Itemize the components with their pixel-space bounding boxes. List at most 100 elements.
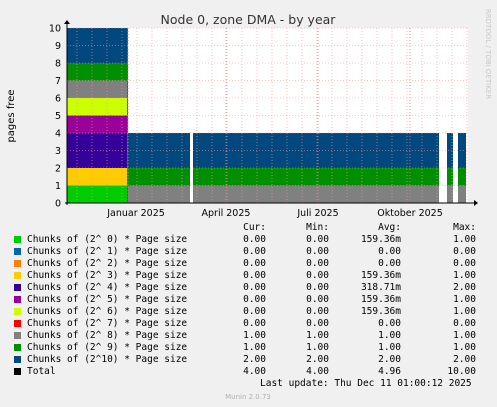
legend-avg-value: 1.00: [378, 342, 401, 353]
area-chunks-of-2-9-page-size: [193, 168, 439, 186]
area-chunks-of-2-9-page-size: [458, 168, 466, 186]
legend-header-max: Max:: [453, 222, 476, 233]
legend-series-name: Chunks of (2^ 4) * Page size: [27, 282, 188, 293]
legend-max-value: 2.00: [453, 354, 476, 365]
x-tick-label: Juli 2025: [296, 208, 338, 219]
legend-max-value: 0.00: [453, 258, 476, 269]
area-chunks-of-2-10-page-size: [447, 133, 453, 168]
chart-title: Node 0, zone DMA - by year: [161, 12, 337, 27]
legend-cur-value: 0.00: [243, 294, 266, 305]
legend-cur-value: 0.00: [243, 282, 266, 293]
legend-row: Chunks of (2^ 4) * Page size 0.00 0.00 318.…: [14, 282, 494, 294]
legend-avg-value: 318.71m: [360, 282, 401, 293]
y-tick-label: 1: [55, 181, 61, 192]
legend-row: Chunks of (2^ 5) * Page size 0.00 0.00 159.…: [14, 294, 494, 306]
area-chunks-of-2-8-page-size: [193, 185, 439, 203]
legend-swatch: [14, 284, 21, 291]
legend-avg-value: 2.00: [378, 354, 401, 365]
legend-cur-value: 0.00: [243, 270, 266, 281]
legend-swatch: [14, 344, 21, 351]
y-tick-label: 7: [55, 76, 61, 87]
area-chunks-of-2-5-page-size: [67, 115, 127, 133]
y-tick-label: 10: [49, 24, 61, 35]
legend-series-name: Chunks of (2^ 6) * Page size: [27, 306, 188, 317]
legend-cur-value: 0.00: [243, 258, 266, 269]
legend-min-value: 1.00: [306, 330, 329, 341]
legend-swatch: [14, 272, 21, 279]
area-chunks-of-2-8-page-size: [458, 185, 466, 203]
legend-avg-value: 159.36m: [360, 270, 401, 281]
legend-swatch: [14, 332, 21, 339]
legend-min-value: 0.00: [306, 270, 329, 281]
legend-series-name: Chunks of (2^ 5) * Page size: [27, 294, 188, 305]
legend-max-value: 0.00: [453, 318, 476, 329]
last-update: Last update: Thu Dec 11 01:00:12 2025: [260, 378, 472, 389]
area-chunks-of-2-9-page-size: [128, 168, 190, 186]
legend-series-name: Chunks of (2^10) * Page size: [27, 354, 188, 365]
legend-min-value: 0.00: [306, 282, 329, 293]
legend-row: Chunks of (2^ 8) * Page size 1.00 1.00 1.00…: [14, 330, 494, 342]
legend-cur-value: 1.00: [243, 342, 266, 353]
legend-avg-value: 0.00: [378, 258, 401, 269]
legend-swatch: [14, 260, 21, 267]
legend-avg-value: 4.96: [378, 366, 401, 377]
legend-row: Chunks of (2^ 6) * Page size 0.00 0.00 159.…: [14, 306, 494, 318]
area-chunks-of-2-8-page-size: [128, 185, 190, 203]
y-tick-label: 2: [55, 164, 61, 175]
legend-max-value: 1.00: [453, 342, 476, 353]
legend-max-value: 1.00: [453, 270, 476, 281]
legend-cur-value: 0.00: [243, 234, 266, 245]
legend-row: Chunks of (2^ 0) * Page size 0.00 0.00 159.…: [14, 234, 494, 246]
legend-cur-value: 0.00: [243, 246, 266, 257]
legend-swatch: [14, 356, 21, 363]
area-chunks-of-2-8-page-size: [447, 185, 453, 203]
legend-cur-value: 0.00: [243, 318, 266, 329]
legend-row: Chunks of (2^ 7) * Page size 0.00 0.00 0.00…: [14, 318, 494, 330]
legend-avg-value: 0.00: [378, 318, 401, 329]
legend-swatch: [14, 308, 21, 315]
legend-max-value: 2.00: [453, 282, 476, 293]
legend-row: Chunks of (2^ 3) * Page size 0.00 0.00 159.…: [14, 270, 494, 282]
area-chunks-of-2-0-page-size: [67, 185, 127, 203]
legend-swatch: [14, 236, 21, 243]
legend-avg-value: 159.36m: [360, 234, 401, 245]
legend-row: Total 4.00 4.00 4.96 10.00: [14, 366, 494, 378]
area-chunks-of-2-9-page-size: [447, 168, 453, 186]
y-tick-label: 0: [55, 199, 61, 210]
legend-swatch: [14, 368, 21, 375]
legend-min-value: 2.00: [306, 354, 329, 365]
y-tick-label: 6: [55, 94, 61, 105]
area-chunks-of-2-6-page-size: [67, 98, 127, 116]
area-chunks-of-2-10-page-size: [458, 133, 466, 168]
legend-series-name: Chunks of (2^ 3) * Page size: [27, 270, 188, 281]
legend-series-name: Chunks of (2^ 9) * Page size: [27, 342, 188, 353]
y-tick-label: 9: [55, 41, 61, 52]
legend-max-value: 0.00: [453, 246, 476, 257]
legend-avg-value: 0.00: [378, 246, 401, 257]
legend-min-value: 0.00: [306, 246, 329, 257]
legend-series-name: Chunks of (2^ 0) * Page size: [27, 234, 188, 245]
legend-header-avg: Avg:: [378, 222, 401, 233]
legend-max-value: 1.00: [453, 294, 476, 305]
y-tick-label: 5: [55, 111, 61, 122]
legend-swatch: [14, 296, 21, 303]
legend-max-value: 1.00: [453, 234, 476, 245]
legend-avg-value: 159.36m: [360, 306, 401, 317]
legend-row: Chunks of (2^10) * Page size 2.00 2.00 2.00…: [14, 354, 494, 366]
legend-cur-value: 2.00: [243, 354, 266, 365]
legend-header-cur: Cur:: [243, 222, 266, 233]
area-chunks-of-2-3-page-size: [67, 168, 127, 186]
legend-min-value: 0.00: [306, 306, 329, 317]
x-axis-arrow: [474, 200, 478, 206]
footer-version: Munin 2.0.73: [225, 393, 271, 401]
legend-avg-value: 1.00: [378, 330, 401, 341]
legend-series-name: Chunks of (2^ 2) * Page size: [27, 258, 188, 269]
legend-row: Chunks of (2^ 2) * Page size 0.00 0.00 0.00…: [14, 258, 494, 270]
legend-min-value: 1.00: [306, 342, 329, 353]
legend-header-min: Min:: [306, 222, 329, 233]
legend-max-value: 10.00: [447, 366, 476, 377]
area-chunks-of-2-10-page-size: [128, 133, 190, 168]
rrdtool-label: RRDTOOL / TOBI OETIKER: [484, 9, 492, 99]
y-axis-label: pages free: [6, 89, 17, 142]
